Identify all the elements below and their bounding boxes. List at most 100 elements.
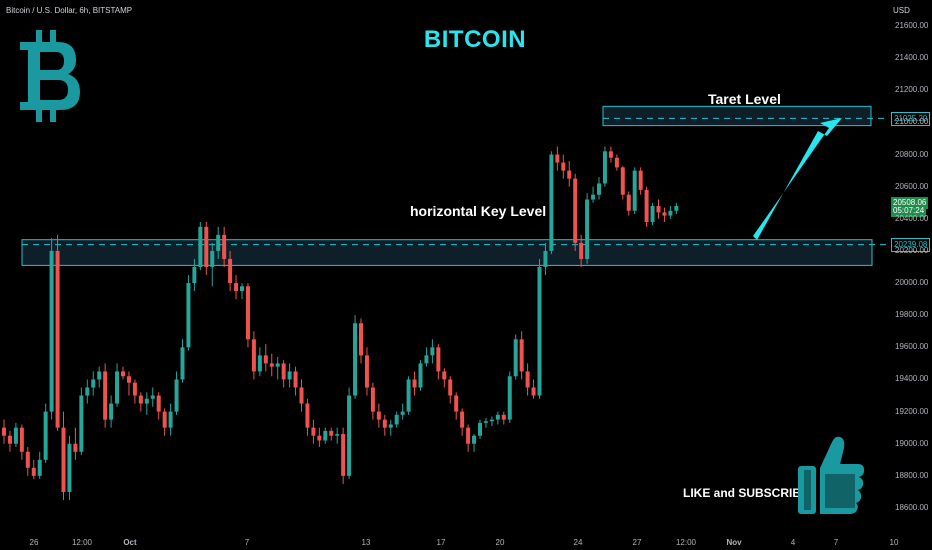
- candle-body: [394, 414, 399, 425]
- candle-body: [602, 151, 607, 184]
- candle-body: [275, 363, 280, 367]
- candle-body: [347, 395, 352, 476]
- candle-body: [460, 411, 465, 428]
- candle-body: [376, 411, 381, 420]
- candle-body: [585, 199, 590, 259]
- candle-body: [614, 157, 619, 168]
- candle-body: [370, 387, 375, 412]
- candle-body: [478, 422, 482, 436]
- price-tick-label: 21200.00: [895, 85, 929, 95]
- chart-title: BITCOIN: [423, 26, 527, 53]
- candle-body: [168, 411, 173, 428]
- candle-body: [109, 403, 114, 420]
- candle-body: [329, 430, 334, 436]
- candle-body: [597, 183, 601, 195]
- candle-body: [418, 363, 423, 388]
- candle-body: [67, 443, 72, 492]
- candle-body: [156, 395, 161, 412]
- bitcoin-logo-icon: [20, 30, 80, 122]
- candle-body: [61, 427, 66, 492]
- candle-body: [620, 167, 625, 195]
- candle-body: [55, 250, 60, 428]
- candle-body: [495, 414, 500, 420]
- candle-body: [192, 267, 197, 284]
- candle-body: [483, 421, 488, 423]
- candle-body: [287, 371, 292, 380]
- candle-body: [555, 154, 560, 163]
- time-tick-label: Oct: [123, 538, 137, 547]
- candle-body: [353, 323, 358, 396]
- candle-body: [335, 434, 340, 436]
- candle-body: [269, 363, 274, 367]
- price-tick-label: 19400.00: [895, 374, 929, 384]
- candle-body: [305, 403, 310, 428]
- candle-body: [126, 376, 131, 383]
- candle-body: [222, 234, 227, 259]
- candle-body: [531, 387, 536, 396]
- candle-body: [406, 379, 411, 412]
- candle-body: [228, 258, 233, 284]
- candle-body: [341, 434, 346, 476]
- candle-body: [626, 194, 631, 211]
- price-zone: [602, 105, 872, 127]
- candle-body: [204, 226, 209, 267]
- key-price-tag: 20239.08: [891, 238, 931, 252]
- candle-body: [472, 435, 477, 444]
- time-tick-label: 7: [244, 538, 250, 547]
- price-tick-label: 20600.00: [895, 181, 929, 191]
- candle-body: [281, 363, 286, 380]
- candle-body: [132, 382, 137, 396]
- candle-body: [37, 459, 42, 476]
- candle-body: [299, 387, 304, 404]
- time-tick-label: 17: [436, 538, 446, 547]
- candle-body: [19, 427, 24, 452]
- candle-body: [513, 339, 518, 377]
- candle-body: [632, 170, 637, 211]
- time-tick-label: 4: [790, 538, 796, 547]
- time-tick-label: 26: [29, 538, 39, 547]
- candle-body: [7, 435, 12, 444]
- candle-body: [240, 286, 244, 292]
- candle-body: [85, 387, 90, 396]
- candle-body: [424, 355, 429, 364]
- candle-body: [174, 379, 179, 412]
- key-level-label: horizontal Key Level: [410, 203, 547, 219]
- time-tick-label: 7: [833, 538, 839, 547]
- price-tick-label: 20800.00: [895, 149, 929, 159]
- candle-body: [180, 347, 185, 380]
- candle-body: [263, 355, 268, 364]
- price-tick-label: 20000.00: [895, 278, 929, 288]
- arrow-up-right-icon: [753, 118, 842, 240]
- candle-body: [364, 355, 369, 388]
- promo-text: LIKE and SUBSCRIBE: [683, 486, 810, 500]
- candle-body: [311, 427, 316, 436]
- candle-body: [251, 339, 256, 372]
- candle-body: [43, 411, 48, 460]
- price-tick-label: 20400.00: [895, 213, 929, 223]
- candle-body: [317, 435, 322, 441]
- candle-body: [234, 283, 239, 292]
- time-tick-label: 20: [495, 538, 505, 547]
- price-tick-label: 19600.00: [895, 342, 929, 352]
- candle-body: [388, 424, 393, 428]
- time-tick-label: 12:00: [71, 538, 93, 547]
- time-tick-label: 27: [632, 538, 642, 547]
- candle-body: [448, 379, 453, 396]
- candle-body: [561, 162, 566, 171]
- price-tick-label: 19800.00: [895, 310, 929, 320]
- candle-body: [73, 443, 78, 452]
- target-level-label: Taret Level: [708, 91, 781, 107]
- candle-body: [91, 379, 96, 388]
- candle-body: [13, 427, 18, 444]
- symbol-description: Bitcoin / U.S. Dollar, 6h, BITSTAMP: [6, 6, 133, 15]
- thumbs-up-icon: [798, 436, 865, 514]
- time-tick-label: 12:00: [675, 538, 697, 547]
- price-tick-label: 19000.00: [895, 438, 929, 448]
- candle-body: [79, 395, 84, 452]
- candle-body: [650, 205, 655, 223]
- candle-body: [138, 395, 143, 404]
- candle-body: [579, 242, 584, 259]
- candle-body: [31, 467, 36, 476]
- candle-body: [25, 451, 30, 468]
